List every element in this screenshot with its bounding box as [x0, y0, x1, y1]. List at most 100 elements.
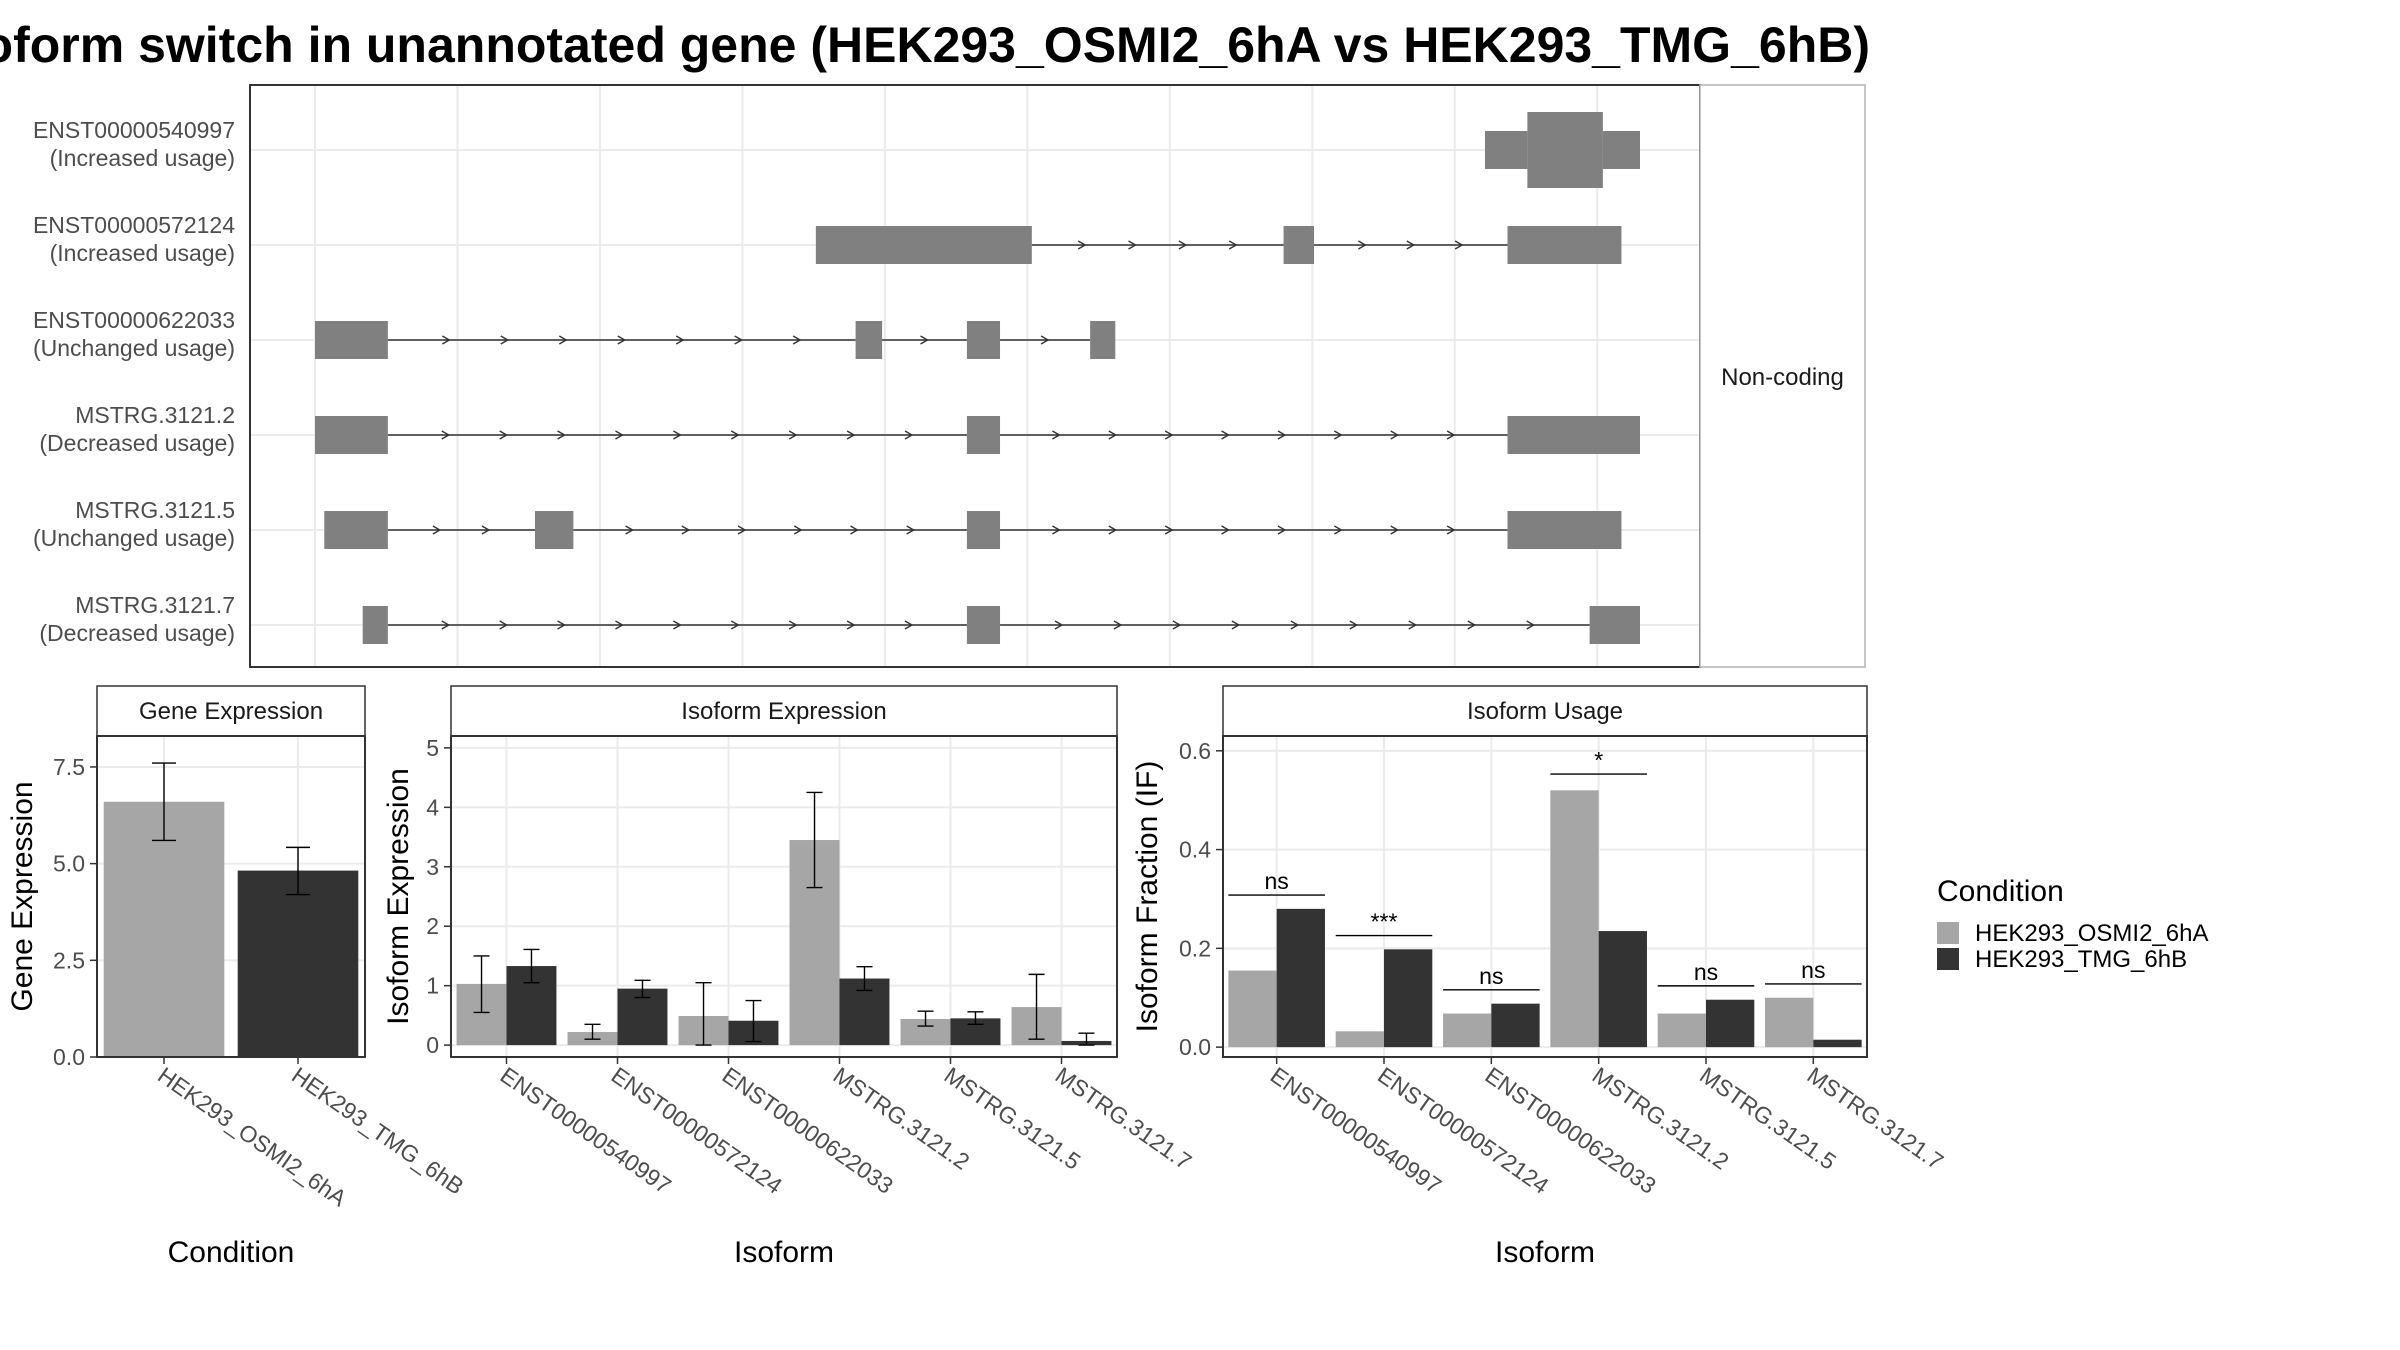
significance-label: *** [1371, 909, 1398, 935]
legend-swatch [1937, 948, 1959, 970]
intron-arrow [904, 620, 914, 630]
intron-arrow [1128, 240, 1137, 250]
bar [1491, 1003, 1540, 1048]
transcript-usage-label: (Unchanged usage) [33, 525, 235, 551]
y-tick-label: 3 [426, 854, 439, 880]
intron-arrow [734, 335, 744, 345]
x-axis-title: Isoform [734, 1236, 834, 1269]
bar [1813, 1039, 1862, 1048]
transcript-usage-label: (Increased usage) [50, 145, 235, 171]
chart-title-text: Isoform switch in unannotated gene (HEK2… [0, 17, 1870, 73]
intron-arrow [557, 620, 566, 630]
bar [1228, 970, 1277, 1048]
intron-arrow [1231, 620, 1241, 630]
y-tick-label: 0.0 [1179, 1034, 1211, 1060]
transcript-id-label: ENST00000622033 [33, 307, 235, 333]
intron-arrow [1108, 430, 1118, 440]
exon-block [324, 511, 388, 549]
exon-block [1527, 112, 1603, 188]
intron-arrow [1333, 430, 1343, 440]
bar [1598, 931, 1647, 1048]
exon-block [1090, 321, 1116, 359]
y-tick-label: 5.0 [53, 851, 85, 877]
intron-arrow [499, 430, 509, 440]
intron-arrow [730, 620, 740, 630]
intron-arrow [481, 525, 491, 535]
legend-title: Condition [1937, 875, 2064, 908]
intron-arrow [1358, 240, 1367, 250]
significance-label: * [1594, 747, 1603, 773]
bar-panel [451, 736, 1117, 1057]
intron-arrow [1108, 525, 1118, 535]
bar [237, 870, 359, 1057]
intron-arrow [441, 335, 451, 345]
bar [103, 801, 225, 1057]
bar-panel-border [450, 735, 1118, 1058]
intron-arrow [1054, 620, 1064, 630]
y-tick-label: 2.5 [53, 947, 85, 973]
intron-arrow [558, 335, 568, 345]
bar [1335, 1031, 1384, 1048]
intron-arrow [1178, 240, 1188, 250]
x-axis-title: Condition [168, 1236, 295, 1269]
intron-arrow [1040, 335, 1050, 345]
strip-box [1222, 685, 1868, 737]
y-tick-label: 0.6 [1179, 738, 1211, 764]
exon-block [1507, 511, 1622, 549]
significance-label: ns [1694, 959, 1718, 985]
transcript-id-label: MSTRG.3121.5 [75, 497, 235, 523]
y-tick-label: 7.5 [53, 754, 85, 780]
x-tick-label: ENST00000622033 [1480, 1062, 1660, 1199]
intron-arrow [788, 430, 798, 440]
exon-block [1507, 226, 1622, 264]
intron-arrow [793, 525, 803, 535]
intron-arrow [1290, 620, 1300, 630]
y-tick-label: 1 [426, 973, 439, 999]
intron-arrow [1467, 620, 1477, 630]
intron-arrow [1390, 430, 1400, 440]
x-tick-label: ENST00000572124 [1373, 1062, 1554, 1199]
intron-arrow [1333, 525, 1343, 535]
exon-block [534, 511, 574, 549]
transcript-id-label: ENST00000540997 [33, 117, 235, 143]
chart-title: Isoform switch in unannotated gene (HEK2… [0, 10, 1870, 80]
y-tick-label: 2 [426, 913, 439, 939]
intron-arrow [441, 620, 451, 630]
exon-block [315, 416, 388, 454]
transcript-id-label: MSTRG.3121.7 [75, 592, 235, 618]
intron-arrow [673, 430, 682, 440]
intron-arrow [1052, 430, 1061, 440]
intron-arrow [730, 430, 740, 440]
exon-block [855, 321, 883, 359]
intron-arrow [1164, 525, 1174, 535]
bar [1443, 1013, 1492, 1048]
intron-arrow [615, 430, 624, 440]
bar [1276, 908, 1325, 1048]
y-axis-title: Isoform Fraction (IF) [1131, 761, 1164, 1033]
intron-arrow [1446, 525, 1456, 535]
y-axis-title: Isoform Expression [382, 768, 415, 1025]
intron-arrow [1221, 430, 1230, 440]
intron-arrow [432, 525, 442, 535]
intron-arrow [1408, 620, 1418, 630]
intron-arrow [846, 620, 856, 630]
intron-arrow [673, 620, 682, 630]
intron-arrow [1164, 430, 1174, 440]
significance-label: ns [1265, 868, 1289, 894]
bar [1657, 1013, 1706, 1048]
bar-panel [1223, 736, 1867, 1057]
transcript-usage-label: (Decreased usage) [39, 430, 235, 456]
intron-arrow [441, 430, 451, 440]
exon-block [966, 321, 1001, 359]
intron-arrow [500, 335, 510, 345]
intron-arrow [1277, 525, 1287, 535]
intron-arrow [1349, 620, 1359, 630]
intron-arrow [788, 620, 798, 630]
intron-arrow [920, 335, 929, 345]
legend-swatch [1937, 922, 1959, 944]
significance-label: ns [1801, 957, 1825, 983]
intron-arrow [1454, 240, 1464, 250]
significance-label: ns [1479, 963, 1503, 989]
y-tick-label: 0.4 [1179, 837, 1211, 863]
exon-block [966, 416, 1001, 454]
